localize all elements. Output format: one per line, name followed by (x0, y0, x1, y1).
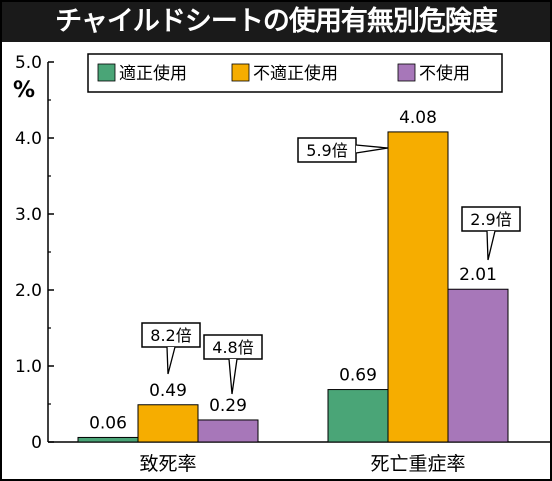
bar-proper-2 (327, 389, 389, 443)
x-tick-label: 死亡重症率 (370, 453, 465, 475)
bars (77, 131, 509, 443)
annotation-pointer (486, 230, 496, 261)
annotations: 8.2倍 4.8倍 5.9倍 2.9倍 (141, 137, 521, 395)
annotation-label: 8.2倍 (150, 326, 191, 345)
data-label: 0.06 (89, 413, 127, 433)
x-tick-label: 致死率 (139, 453, 196, 475)
bar-proper-1 (77, 436, 139, 443)
legend-label-proper: 適正使用 (119, 63, 187, 84)
y-tick-label: 2.0 (15, 281, 42, 301)
legend-box (87, 53, 503, 93)
bar-nonuse-1 (197, 419, 259, 443)
y-axis-label: % (13, 78, 35, 103)
annotation-box (297, 137, 357, 163)
annotation-label: 5.9倍 (306, 141, 347, 160)
bar-nonuse-2 (447, 288, 509, 443)
annotation-callout: 5.9倍 (297, 137, 389, 163)
annotation-box (203, 334, 263, 360)
annotation-label: 4.8倍 (212, 338, 253, 357)
legend-swatch-nonuse (397, 63, 416, 82)
annotation-pointer (228, 358, 238, 395)
y-tick-label: 0 (31, 433, 42, 453)
chart-title: チャイルドシートの使用有無別危険度 (2, 2, 550, 42)
bar-improper-2 (387, 131, 449, 443)
data-label: 4.08 (399, 108, 437, 128)
legend-label-nonuse: 不使用 (419, 63, 470, 84)
legend-swatch-improper (231, 63, 250, 82)
annotation-label: 2.9倍 (470, 210, 511, 229)
y-tick-label: 5.0 (15, 53, 42, 73)
annotation-pointer (355, 144, 389, 154)
annotation-callout: 4.8倍 (203, 334, 263, 395)
data-label: 2.01 (459, 265, 497, 285)
y-tick-label: 3.0 (15, 205, 42, 225)
annotation-pointer (166, 346, 176, 375)
legend-label-improper: 不適正使用 (253, 63, 338, 84)
annotation-callout: 2.9倍 (461, 206, 521, 261)
legend: 適正使用 不適正使用 不使用 (87, 53, 503, 93)
y-tick-label: 4.0 (15, 129, 42, 149)
data-labels: 0.06 0.49 0.29 致死率 0.69 4.08 2.01 死亡重症率 (89, 108, 497, 475)
data-label: 0.29 (209, 396, 247, 416)
data-label: 0.49 (149, 381, 187, 401)
data-label: 0.69 (339, 366, 377, 386)
bar-improper-1 (137, 404, 199, 443)
annotation-callout: 8.2倍 (141, 322, 201, 375)
legend-swatch-proper (97, 63, 116, 82)
y-tick-label: 1.0 (15, 357, 42, 377)
axes: 0 1.0 2.0 3.0 4.0 5.0% (13, 53, 550, 453)
